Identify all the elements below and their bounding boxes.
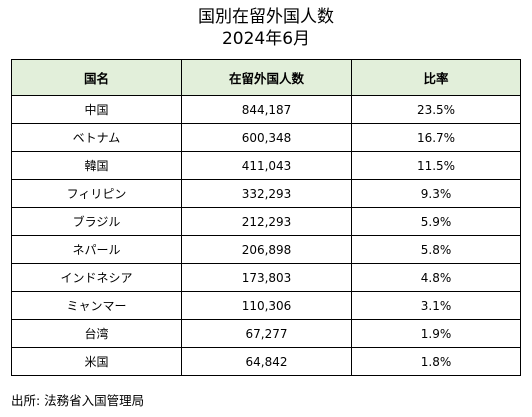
table-row: ネパール 206,898 5.8% — [11, 235, 521, 264]
page-subtitle: 2024年6月 — [221, 29, 311, 49]
ratio-cell: 1.8% — [351, 347, 521, 376]
country-cell: ミャンマー — [11, 291, 182, 320]
header-row: 国名 在留外国人数 比率 — [11, 59, 521, 96]
country-cell: ベトナム — [11, 123, 182, 152]
page-title: 国別在留外国人数 — [198, 7, 334, 27]
ratio-cell: 5.8% — [351, 235, 521, 264]
title-block: 国別在留外国人数 2024年6月 — [0, 6, 532, 50]
header-count: 在留外国人数 — [181, 59, 352, 96]
count-cell: 110,306 — [181, 291, 352, 320]
ratio-cell: 11.5% — [351, 151, 521, 180]
ratio-cell: 3.1% — [351, 291, 521, 320]
country-cell: ネパール — [11, 235, 182, 264]
data-table: 国名 在留外国人数 比率 中国 844,187 23.5% ベトナム 600,3… — [11, 59, 521, 376]
table-row: ブラジル 212,293 5.9% — [11, 207, 521, 236]
country-cell: インドネシア — [11, 263, 182, 292]
table-row: フィリピン 332,293 9.3% — [11, 179, 521, 208]
count-cell: 64,842 — [181, 347, 352, 376]
header-country: 国名 — [11, 59, 182, 96]
count-cell: 600,348 — [181, 123, 352, 152]
table-row: ミャンマー 110,306 3.1% — [11, 291, 521, 320]
country-cell: 台湾 — [11, 319, 182, 348]
ratio-cell: 23.5% — [351, 95, 521, 124]
ratio-cell: 5.9% — [351, 207, 521, 236]
table-row: 中国 844,187 23.5% — [11, 95, 521, 124]
country-cell: フィリピン — [11, 179, 182, 208]
ratio-cell: 1.9% — [351, 319, 521, 348]
ratio-cell: 4.8% — [351, 263, 521, 292]
count-cell: 67,277 — [181, 319, 352, 348]
table-row: 米国 64,842 1.8% — [11, 347, 521, 376]
header-ratio: 比率 — [351, 59, 521, 96]
count-cell: 332,293 — [181, 179, 352, 208]
country-cell: 中国 — [11, 95, 182, 124]
count-cell: 844,187 — [181, 95, 352, 124]
count-cell: 206,898 — [181, 235, 352, 264]
country-cell: 米国 — [11, 347, 182, 376]
source-note: 出所: 法務省入国管理局 — [11, 393, 145, 408]
count-cell: 411,043 — [181, 151, 352, 180]
table-row: インドネシア 173,803 4.8% — [11, 263, 521, 292]
table-row: 台湾 67,277 1.9% — [11, 319, 521, 348]
count-cell: 212,293 — [181, 207, 352, 236]
country-cell: ブラジル — [11, 207, 182, 236]
ratio-cell: 16.7% — [351, 123, 521, 152]
country-cell: 韓国 — [11, 151, 182, 180]
table-row: ベトナム 600,348 16.7% — [11, 123, 521, 152]
ratio-cell: 9.3% — [351, 179, 521, 208]
count-cell: 173,803 — [181, 263, 352, 292]
table-row: 韓国 411,043 11.5% — [11, 151, 521, 180]
